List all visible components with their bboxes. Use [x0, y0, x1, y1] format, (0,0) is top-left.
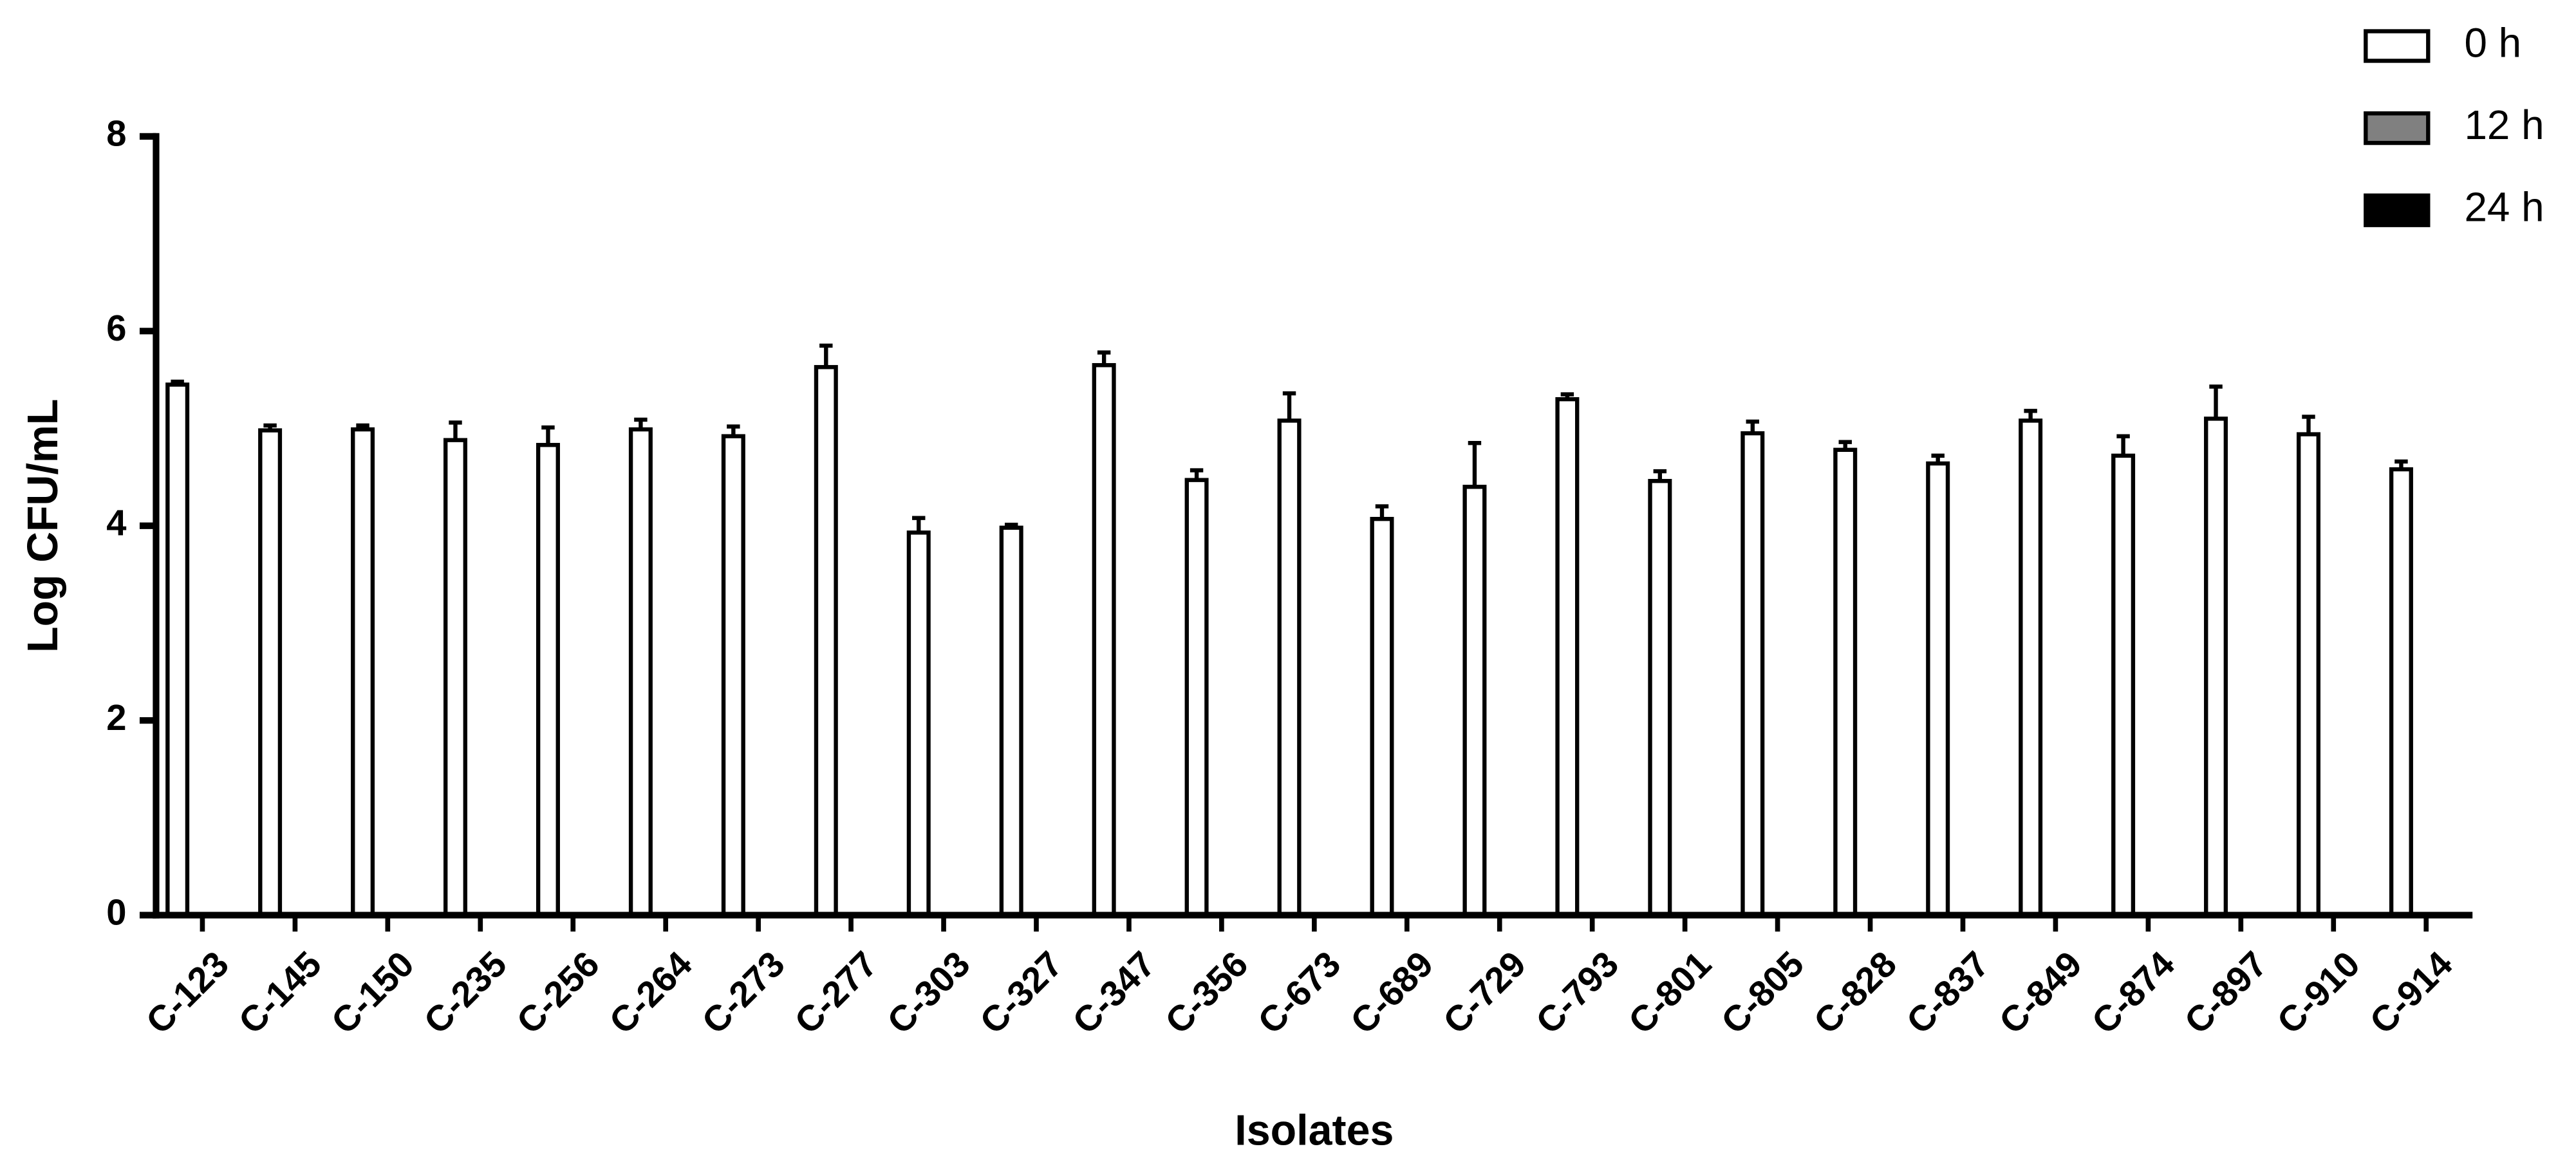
error-bar	[1097, 350, 1111, 366]
bar	[1462, 485, 1487, 917]
bar	[814, 365, 838, 917]
x-tick-label: C-673	[1250, 943, 1349, 1042]
bar	[906, 530, 931, 917]
x-tick-label: C-849	[1991, 943, 2089, 1042]
legend-swatch	[2364, 29, 2431, 63]
x-tick-label: C-689	[1343, 943, 1441, 1042]
x-tick-label: C-805	[1713, 943, 1812, 1042]
bar	[351, 427, 375, 917]
legend-label: 12 h	[2464, 102, 2544, 148]
bar	[1092, 363, 1116, 917]
x-tick-label: C-897	[2176, 943, 2275, 1042]
error-bar	[1375, 504, 1389, 519]
legend-label: 0 h	[2464, 19, 2521, 66]
error-bar	[1468, 441, 1482, 487]
x-tick-label: C-327	[972, 943, 1070, 1042]
legend-swatch	[2364, 193, 2431, 227]
x-tick-label: C-910	[2269, 943, 2367, 1042]
error-bar	[541, 425, 555, 445]
error-bar	[912, 516, 926, 533]
bar	[536, 443, 560, 917]
x-tick-label: C-356	[1157, 943, 1256, 1042]
error-bar	[819, 343, 833, 368]
x-tick-label: C-828	[1806, 943, 1905, 1042]
x-tick-label: C-123	[138, 943, 236, 1042]
x-tick-label: C-145	[230, 943, 329, 1042]
bar	[999, 525, 1023, 917]
bar	[2019, 418, 2043, 917]
x-tick-label: C-874	[2084, 943, 2182, 1042]
bar	[1926, 461, 1950, 917]
bar	[1741, 431, 1765, 917]
error-bar	[2302, 415, 2315, 435]
error-bar	[1282, 391, 1296, 421]
x-tick-label: C-793	[1528, 943, 1627, 1042]
x-tick-label: C-277	[787, 943, 885, 1042]
legend-label: 24 h	[2464, 184, 2544, 230]
x-tick-label: C-837	[1898, 943, 1997, 1042]
y-tick-label: 2	[106, 697, 126, 738]
x-tick-label: C-914	[2362, 943, 2460, 1042]
bar	[2111, 453, 2136, 917]
legend-swatch	[2364, 111, 2431, 145]
y-tick-label: 6	[106, 308, 126, 348]
x-tick-label: C-273	[694, 943, 792, 1042]
x-tick-label: C-256	[509, 943, 607, 1042]
x-tick-label: C-347	[1065, 943, 1163, 1042]
bar	[1555, 397, 1580, 917]
error-bar	[2209, 384, 2223, 419]
bar	[628, 427, 653, 917]
bar	[258, 428, 283, 917]
bar	[2296, 432, 2320, 917]
x-tick-label: C-303	[879, 943, 978, 1042]
bar	[1833, 447, 1858, 917]
bar	[1184, 478, 1209, 917]
x-tick-label: C-801	[1621, 943, 1719, 1042]
y-tick-label: 4	[106, 503, 126, 543]
bar	[1370, 516, 1394, 917]
bar	[721, 434, 745, 917]
x-axis-title: Isolates	[1235, 1107, 1394, 1155]
x-tick-label: C-150	[323, 943, 422, 1042]
bar	[443, 438, 468, 917]
x-tick-label: C-729	[1435, 943, 1534, 1042]
y-tick-label: 0	[106, 892, 126, 932]
y-tick-label: 8	[106, 113, 126, 154]
bar	[2389, 467, 2413, 917]
bar	[1277, 418, 1302, 917]
x-tick-label: C-235	[416, 943, 514, 1042]
error-bar	[2116, 434, 2130, 456]
bar	[1648, 479, 1672, 917]
error-bar	[449, 420, 462, 440]
y-axis-title: Log CFU/mL	[19, 399, 67, 653]
bar	[2204, 416, 2228, 917]
x-tick-label: C-264	[601, 943, 700, 1042]
bar	[165, 382, 190, 917]
